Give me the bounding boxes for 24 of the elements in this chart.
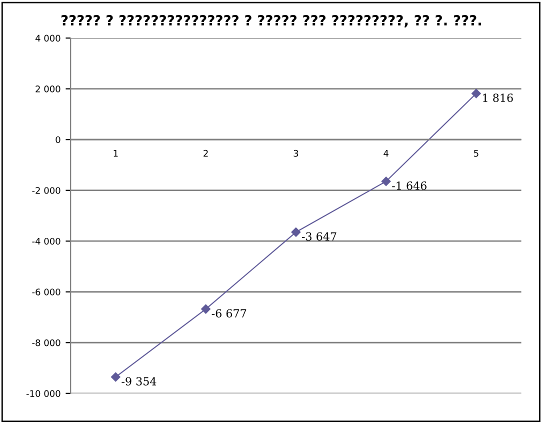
data-label: -3 647 xyxy=(302,232,336,241)
y-tick-label: -2 000 xyxy=(32,187,60,194)
point xyxy=(381,176,391,186)
y-tick-label: -4 000 xyxy=(32,238,60,245)
point xyxy=(291,228,301,237)
x-tick-label: 1 xyxy=(114,150,118,157)
data-label: -1 646 xyxy=(392,181,426,190)
data-label: 1 816 xyxy=(483,94,513,102)
point xyxy=(111,372,120,382)
y-tick-label: -8 000 xyxy=(32,339,60,346)
x-tick-label: 4 xyxy=(384,150,388,157)
data-label: -6 677 xyxy=(212,309,246,318)
x-tick-label: 3 xyxy=(294,150,298,157)
y-tick-label: 0 xyxy=(56,136,60,144)
point xyxy=(472,88,481,98)
data-label: -9 354 xyxy=(122,377,156,386)
x-tick-label: 2 xyxy=(204,150,208,157)
x-tick-label: 5 xyxy=(474,150,478,157)
y-tick-label: 4 000 xyxy=(35,34,60,42)
chart-title: ????? ? ??????????????? ? ????? ??? ?????????, ?? ?. ???. xyxy=(61,15,482,28)
y-tick-label: -10 000 xyxy=(26,390,60,397)
y-tick-label: 2 000 xyxy=(36,86,60,92)
point xyxy=(201,304,210,314)
y-tick-label: -6 000 xyxy=(32,288,60,296)
